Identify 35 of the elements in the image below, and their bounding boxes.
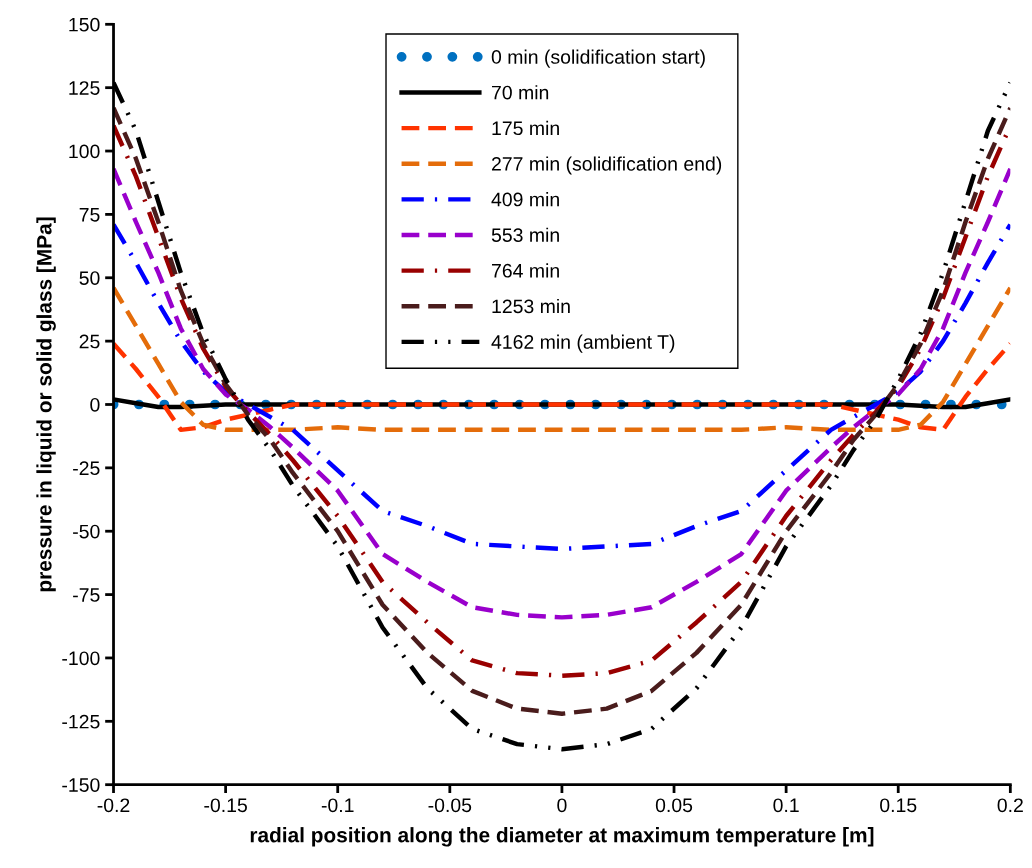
x-tick-label: -0.15 [204, 798, 247, 813]
y-tick-label: 150 [69, 17, 100, 32]
x-tick-label: 0.05 [655, 798, 693, 813]
legend-label: 70 min [492, 85, 549, 100]
legend-label: 277 min (solidification end) [491, 156, 722, 175]
legend-label: 0 min (solidification start) [491, 49, 705, 68]
legend-label: 409 min [491, 192, 559, 207]
legend-label: 553 min [491, 227, 559, 242]
y-tick-label: -50 [73, 524, 100, 539]
y-axis-title: pressure in liquid or solid glass [MPa] [36, 217, 56, 592]
line-series [113, 285, 1011, 433]
y-tick-label: 25 [79, 334, 100, 349]
x-tick-label: -0.05 [428, 798, 472, 813]
y-tick-label: 50 [79, 271, 100, 285]
legend-label: 764 min [492, 263, 559, 278]
y-tick-label: 125 [69, 81, 100, 95]
x-tick-label: -0.2 [97, 798, 130, 813]
y-tick-label: -75 [73, 588, 100, 602]
x-tick-label: 0.1 [773, 798, 799, 813]
legend-label: 1253 min [492, 298, 570, 314]
y-tick-label: -100 [62, 651, 100, 666]
y-tick-label: -125 [62, 714, 100, 729]
line-series [113, 222, 1011, 552]
y-tick-label: -150 [62, 778, 100, 792]
x-tick-label: -0.1 [321, 798, 354, 813]
x-tick-label: 0 [557, 798, 567, 813]
x-tick-label: 0.15 [880, 798, 917, 813]
legend-label: 175 min [492, 120, 559, 136]
y-tick-label: 0 [90, 397, 100, 412]
y-tick-label: 100 [69, 144, 100, 159]
x-tick-label: 0.2 [997, 798, 1023, 813]
y-tick-label: 75 [79, 208, 100, 222]
legend-label: 4162 min (ambient T) [491, 334, 675, 353]
x-axis-title: radial position along the diameter at maximum temperature [m] [250, 827, 874, 847]
y-tick-label: -25 [73, 461, 100, 476]
